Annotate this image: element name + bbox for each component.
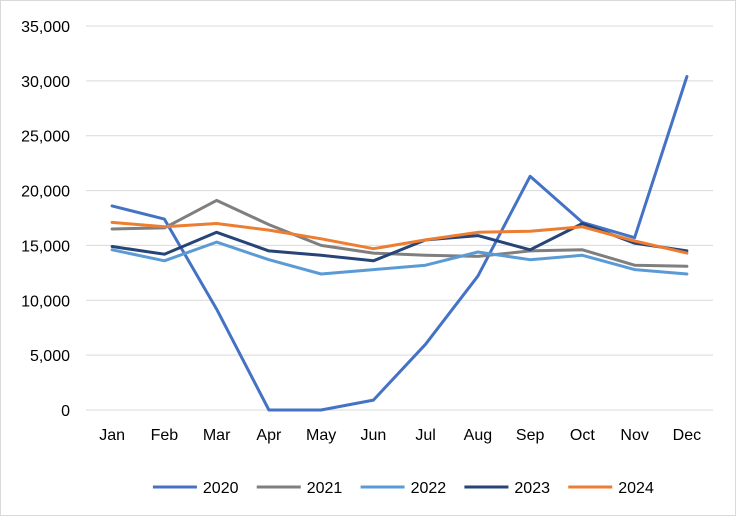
x-tick-label: Apr [256, 427, 282, 444]
legend-item-2022: 2022 [360, 480, 447, 497]
legend-label: 2023 [514, 480, 550, 497]
x-tick-label: Dec [673, 427, 701, 444]
series-line-2021 [110, 198, 689, 268]
x-tick-label: Nov [620, 427, 648, 444]
series-line-2024 [110, 220, 689, 255]
x-tick-label: Oct [570, 427, 595, 444]
legend-item-2023: 2023 [464, 480, 550, 497]
legend-item-2021: 2021 [256, 480, 343, 497]
x-tick-label: Jun [360, 427, 386, 444]
legend-label: 2020 [203, 480, 239, 497]
legend-label: 2024 [618, 480, 654, 497]
y-tick-label: 10,000 [21, 293, 70, 310]
y-tick-label: 15,000 [21, 238, 70, 255]
x-tick-label: Feb [151, 427, 179, 444]
x-tick-label: Jul [415, 427, 435, 444]
gridlines [86, 25, 713, 411]
y-tick-label: 25,000 [21, 129, 70, 146]
y-tick-label: 0 [61, 403, 70, 420]
x-tick-label: Jan [99, 427, 125, 444]
legend-item-2024: 2024 [568, 480, 654, 497]
y-tick-label: 30,000 [21, 74, 70, 91]
x-tick-label: Sep [516, 427, 545, 444]
legend: 2020 2021 2022 2023 2024 [152, 480, 654, 497]
y-axis-tick-labels: 0 5,000 10,000 15,000 20,000 25,000 30,000 35,0… [21, 19, 70, 420]
y-tick-label: 20,000 [21, 184, 70, 201]
legend-label: 2022 [411, 480, 447, 497]
legend-label: 2021 [307, 480, 343, 497]
series-lines [110, 75, 689, 412]
x-tick-label: Mar [203, 427, 231, 444]
x-axis-tick-labels: Jan Feb Mar Apr May Jun Jul Aug Sep Oct Nov Dec [99, 427, 701, 444]
y-tick-label: 5,000 [30, 348, 70, 365]
x-tick-label: Aug [464, 427, 492, 444]
series-line-2022 [110, 240, 689, 276]
legend-item-2020: 2020 [152, 480, 239, 497]
series-line-2020 [110, 75, 689, 412]
y-tick-label: 35,000 [21, 19, 70, 36]
x-tick-label: May [306, 427, 336, 444]
series-line-2023 [110, 222, 689, 263]
